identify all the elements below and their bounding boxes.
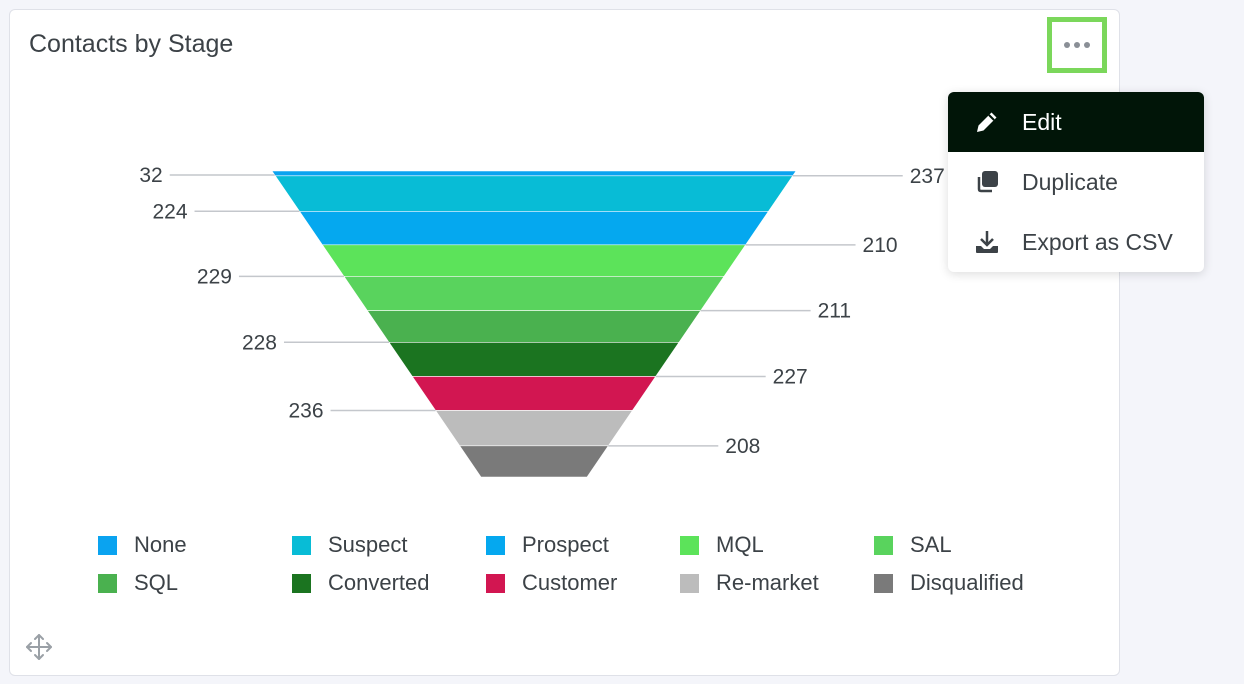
chart-legend: None Suspect Prospect MQL SAL SQL Converted Cus… [98,532,1068,596]
data-label: 229 [197,265,232,288]
funnel-segment[interactable] [366,310,702,343]
more-options-button[interactable] [1047,17,1107,73]
legend-swatch [292,535,311,555]
legend-label: Converted [328,570,430,595]
legend-label: SQL [134,570,179,595]
legend-item[interactable]: Suspect [292,532,486,558]
data-label: 211 [818,300,851,323]
legend-label: Disqualified [910,570,1024,595]
legend-label: Re-market [716,570,819,595]
options-menu: Edit Duplicate Export as CSV [948,92,1204,272]
move-icon[interactable] [24,632,54,667]
data-label: 208 [725,435,760,458]
legend-swatch [680,535,699,555]
legend-label: MQL [716,532,764,557]
legend-item[interactable]: Re-market [680,570,874,596]
data-label: 228 [242,331,277,354]
funnel-segment[interactable] [388,341,680,377]
legend-swatch [486,535,505,555]
legend-label: SAL [910,532,952,557]
chart-card: Contacts by Stage None Suspect Prospect MQL… [9,9,1120,676]
pencil-icon [972,107,1002,137]
legend-label: None [134,532,187,557]
menu-item-duplicate-label: Duplicate [1022,168,1118,195]
menu-item-edit[interactable]: Edit [948,92,1204,152]
data-label: 237 [910,165,945,188]
legend-item[interactable]: Converted [292,570,486,596]
data-label: 32 [139,164,162,187]
more-horizontal-icon [1064,42,1090,48]
legend-label: Suspect [328,532,408,557]
legend-swatch [98,573,117,593]
legend-label: Customer [522,570,618,595]
funnel-segment[interactable] [343,276,725,311]
legend-swatch [874,535,893,555]
funnel-segment[interactable] [459,445,609,478]
menu-item-export-csv[interactable]: Export as CSV [948,212,1204,272]
data-label: 227 [773,365,808,388]
funnel-segment[interactable] [298,211,770,246]
legend-item[interactable]: SQL [98,570,292,596]
legend-item[interactable]: MQL [680,532,874,558]
legend-item[interactable]: SAL [874,532,1068,558]
funnel-segment[interactable] [274,175,794,212]
data-label: 236 [289,399,324,422]
funnel-segment[interactable] [411,376,657,411]
data-label: 210 [863,234,898,257]
data-label: 224 [152,200,187,223]
duplicate-icon [972,167,1002,197]
menu-item-export-csv-label: Export as CSV [1022,228,1173,255]
funnel-segment[interactable] [271,170,797,177]
legend-item[interactable]: Prospect [486,532,680,558]
legend-swatch [292,573,311,593]
menu-item-duplicate[interactable]: Duplicate [948,152,1204,212]
download-icon [972,227,1002,257]
legend-swatch [874,573,893,593]
funnel-segment[interactable] [434,410,634,447]
chart-title: Contacts by Stage [29,30,234,58]
legend-swatch [98,535,117,555]
legend-item[interactable]: Disqualified [874,570,1068,596]
legend-item[interactable]: Customer [486,570,680,596]
legend-item[interactable]: None [98,532,292,558]
menu-item-edit-label: Edit [1022,108,1062,135]
legend-swatch [680,573,699,593]
legend-swatch [486,573,505,593]
legend-label: Prospect [522,532,609,557]
funnel-segment[interactable] [321,244,747,277]
